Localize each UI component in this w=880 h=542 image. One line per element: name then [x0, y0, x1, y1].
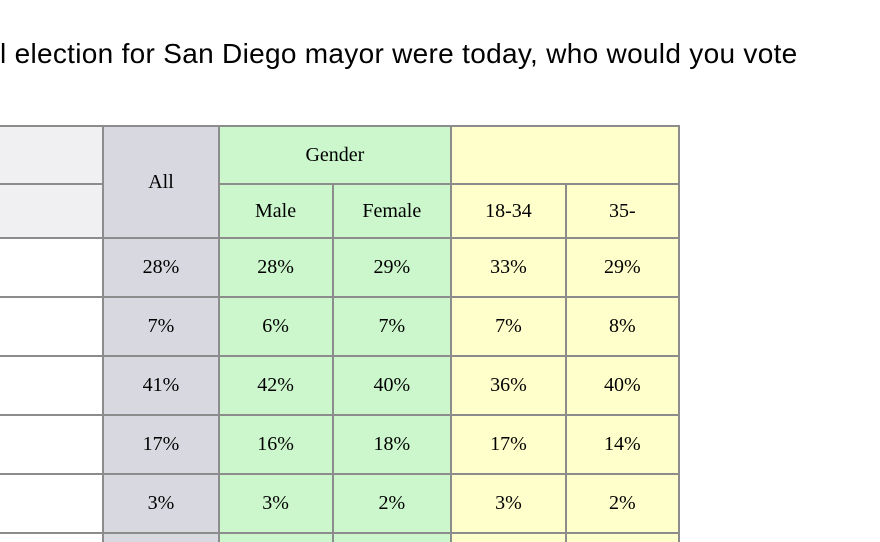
result-cell: 29%	[331, 237, 453, 298]
margin-of-error-label: ± 4.3%	[0, 183, 105, 239]
result-cell: 8%	[564, 296, 681, 357]
result-cell	[564, 532, 681, 542]
left-header-top-fragment: s	[0, 125, 105, 185]
result-cell: 33%	[450, 237, 567, 298]
candidate-cell	[0, 296, 105, 357]
column-header-row: ± 4.3% Male Female 18-34 35-	[0, 183, 681, 239]
candidate-cell	[0, 355, 105, 416]
table-row: 28% 28% 29% 33% 29%	[0, 237, 681, 298]
result-cell: 40%	[331, 355, 453, 416]
result-cell: 7%	[331, 296, 453, 357]
age-18-34-column-header: 18-34	[450, 183, 567, 239]
candidate-cell	[0, 532, 105, 542]
result-cell: 29%	[564, 237, 681, 298]
result-cell: 6%	[217, 296, 334, 357]
result-cell: 7%	[102, 296, 220, 357]
male-column-header: Male	[217, 183, 334, 239]
candidate-cell	[0, 237, 105, 298]
result-cell: 18%	[331, 414, 453, 475]
result-cell: 42%	[217, 355, 334, 416]
result-cell: 28%	[217, 237, 334, 298]
results-table: s All Gender ± 4.3% Male Female 18-34 35…	[0, 125, 681, 542]
result-cell: 17%	[450, 414, 567, 475]
table-row: 41% 42% 40% 36% 40%	[0, 355, 681, 416]
result-cell: 14%	[564, 414, 681, 475]
table-row: 17% 16% 18% 17% 14%	[0, 414, 681, 475]
result-cell: 16%	[217, 414, 334, 475]
all-column-header: All	[102, 125, 220, 239]
result-cell: 3%	[217, 473, 334, 534]
result-cell	[217, 532, 334, 542]
result-cell: 3%	[102, 473, 220, 534]
candidate-cell	[0, 414, 105, 475]
age-group-header	[450, 125, 680, 185]
result-cell: 41%	[102, 355, 220, 416]
table-row: 7% 6% 7% 7% 8%	[0, 296, 681, 357]
result-cell: 2%	[331, 473, 453, 534]
table-row: 3% 3% 2% 3% 2%	[0, 473, 681, 534]
table-row	[0, 532, 681, 542]
result-cell: 3%	[450, 473, 567, 534]
result-cell: 17%	[102, 414, 220, 475]
result-cell	[331, 532, 453, 542]
result-cell: 28%	[102, 237, 220, 298]
gender-group-header: Gender	[217, 125, 453, 185]
result-cell	[450, 532, 567, 542]
result-cell	[102, 532, 220, 542]
result-cell: 7%	[450, 296, 567, 357]
page-title: l election for San Diego mayor were toda…	[0, 38, 798, 69]
group-header-row: s All Gender	[0, 125, 680, 239]
result-cell: 2%	[564, 473, 681, 534]
female-column-header: Female	[331, 183, 453, 239]
result-cell: 36%	[450, 355, 567, 416]
result-cell: 40%	[564, 355, 681, 416]
candidate-cell	[0, 473, 105, 534]
age-35-column-header: 35-	[564, 183, 681, 239]
